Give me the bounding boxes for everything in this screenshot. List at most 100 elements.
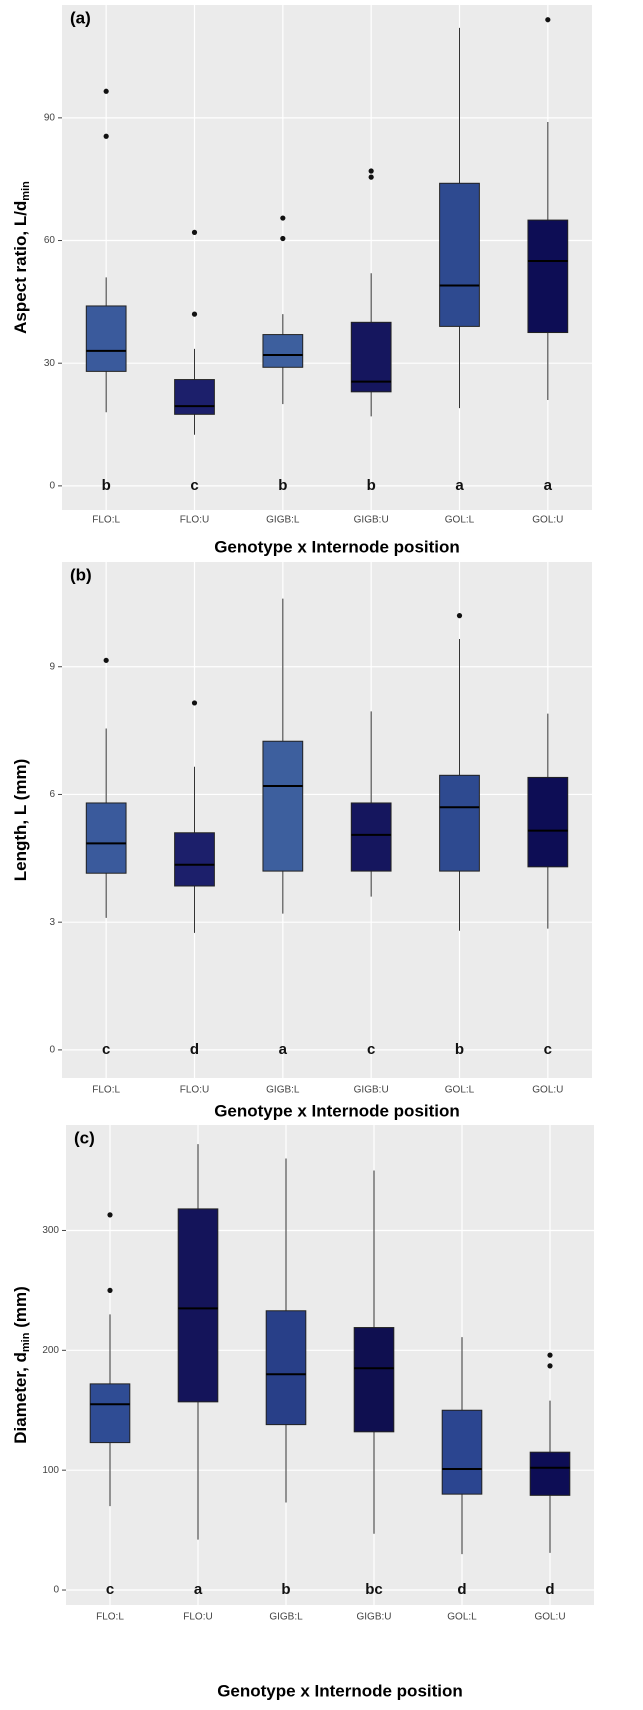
box <box>350 321 392 393</box>
box <box>439 774 480 872</box>
y-tick-label: 30 <box>44 358 56 369</box>
outlier <box>107 1212 113 1218</box>
y-axis-title: Length, L (mm) <box>11 759 30 881</box>
y-tick-label: 0 <box>53 1585 59 1596</box>
x-tick-label: GIGB:U <box>356 1612 391 1623</box>
significance-letter: d <box>545 1581 554 1598</box>
box <box>177 1208 219 1403</box>
outlier <box>191 700 198 706</box>
panel: 0 3 6 9 FLO:L FLO:U GIGB:L GIGB:U GOL:L GOL:U c d a c… <box>11 562 592 1120</box>
x-axis-title: Genotype x Internode position <box>214 537 460 556</box>
x-tick-label: FLO:L <box>96 1612 124 1623</box>
x-axis-title: Genotype x Internode position <box>214 1101 460 1120</box>
outlier <box>545 17 551 23</box>
y-axis-title: Aspect ratio, L/dmin <box>11 181 31 334</box>
box <box>353 1327 395 1433</box>
significance-letter: b <box>455 1041 464 1058</box>
x-tick-label: FLO:U <box>180 515 209 526</box>
panel-label: (c) <box>74 1128 95 1147</box>
y-axis-title-part: min <box>20 1332 32 1352</box>
x-tick-label: GIGB:U <box>354 1085 389 1096</box>
y-tick-label: 100 <box>42 1465 59 1476</box>
plot-background <box>62 562 592 1078</box>
box <box>350 802 392 872</box>
significance-letter: d <box>190 1041 199 1058</box>
y-tick-label: 90 <box>44 112 56 123</box>
y-axis-title-part: Aspect ratio, L/d <box>11 201 30 334</box>
outlier <box>107 1287 113 1293</box>
significance-letter: a <box>544 477 553 494</box>
x-tick-label: GIGB:U <box>354 515 389 526</box>
y-tick-label: 0 <box>49 1045 55 1056</box>
x-tick-label: GIGB:L <box>266 515 300 526</box>
y-axis-title-part: min <box>20 181 32 201</box>
significance-letter: c <box>367 1041 375 1058</box>
x-tick-label: GOL:U <box>532 515 563 526</box>
outlier <box>456 613 463 619</box>
significance-letter: b <box>278 477 287 494</box>
y-tick-label: 0 <box>49 481 55 492</box>
x-tick-label: GIGB:L <box>269 1612 303 1623</box>
significance-letter: a <box>194 1581 203 1598</box>
significance-letter: c <box>544 1041 552 1058</box>
significance-letter: c <box>102 1041 110 1058</box>
outlier <box>191 311 198 317</box>
box <box>527 776 569 868</box>
box <box>85 305 127 372</box>
outlier <box>368 168 374 174</box>
x-tick-label: GOL:U <box>534 1612 565 1623</box>
significance-letter: a <box>455 477 464 494</box>
x-tick-label: GOL:L <box>447 1612 477 1623</box>
outlier <box>547 1363 553 1369</box>
outlier <box>103 88 109 94</box>
x-tick-label: FLO:L <box>92 1085 120 1096</box>
y-tick-label: 6 <box>49 789 55 800</box>
significance-letter: bc <box>365 1581 383 1598</box>
box <box>85 802 127 874</box>
x-tick-label: GOL:L <box>445 1085 475 1096</box>
box <box>527 219 569 334</box>
plot-background <box>62 5 592 510</box>
x-tick-label: FLO:L <box>92 515 120 526</box>
x-tick-label: GOL:U <box>532 1085 563 1096</box>
x-tick-label: FLO:U <box>180 1085 209 1096</box>
panel: 0 30 60 90 FLO:L FLO:U GIGB:L GIGB:U GOL:L GOL:U b… <box>11 5 592 556</box>
outlier <box>280 215 286 221</box>
y-axis-title-part: (mm) <box>11 1286 30 1332</box>
significance-letter: a <box>279 1041 288 1058</box>
outlier <box>103 133 109 139</box>
outlier <box>547 1352 553 1358</box>
y-tick-label: 200 <box>42 1345 59 1356</box>
x-tick-label: GIGB:L <box>266 1085 300 1096</box>
y-tick-label: 9 <box>49 661 55 672</box>
box <box>441 1409 483 1495</box>
significance-letter: d <box>457 1581 466 1598</box>
x-tick-label: GOL:L <box>445 515 475 526</box>
panel: 0 100 200 300 FLO:L FLO:U GIGB:L GIGB:U GOL:L GOL… <box>11 1125 594 1700</box>
significance-letter: c <box>106 1581 114 1598</box>
y-axis-title-part: Diameter, d <box>11 1352 30 1444</box>
box <box>262 740 304 872</box>
box <box>89 1383 131 1444</box>
y-tick-label: 3 <box>49 917 55 928</box>
box <box>439 182 480 327</box>
box <box>529 1451 571 1496</box>
significance-letter: b <box>102 477 111 494</box>
significance-letter: b <box>367 477 376 494</box>
x-tick-label: FLO:U <box>183 1612 212 1623</box>
y-axis-title: Diameter, dmin (mm) <box>11 1286 31 1444</box>
panel-label: (a) <box>70 8 91 27</box>
box <box>265 1310 307 1426</box>
plot-background <box>66 1125 594 1605</box>
box <box>174 379 215 415</box>
box <box>174 832 215 887</box>
panel-label: (b) <box>70 565 92 584</box>
box <box>262 334 304 368</box>
outlier <box>103 657 109 663</box>
outlier <box>191 229 198 235</box>
significance-letter: c <box>190 477 198 494</box>
outlier <box>368 174 374 180</box>
significance-letter: b <box>281 1581 290 1598</box>
x-axis-title: Genotype x Internode position <box>217 1681 463 1700</box>
